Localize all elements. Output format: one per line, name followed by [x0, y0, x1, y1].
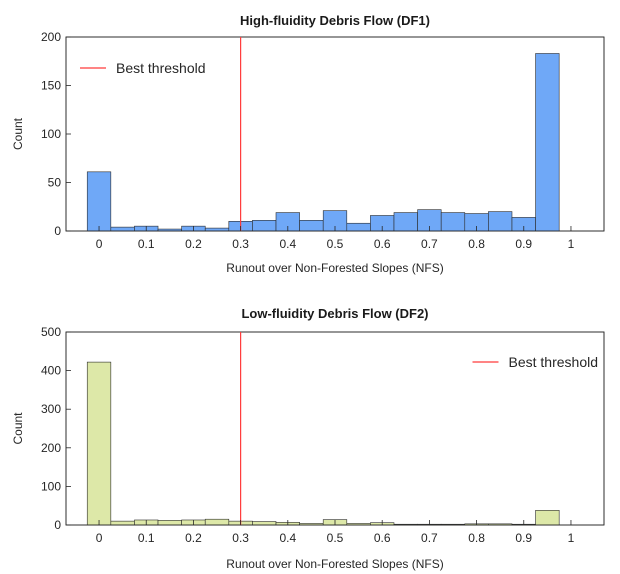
chart-panel-df1: 0 0.1 0.2 0.3 0.4 0.5 0.6 0.7 0.8 0.9 1 0 50 100 150 20… — [11, 13, 605, 275]
x-tick-label: 0.7 — [421, 531, 438, 545]
x-tick-label: 0 — [96, 237, 103, 251]
y-axis-label: Count — [11, 117, 25, 150]
x-tick-label: 0.1 — [138, 531, 155, 545]
histogram-bar — [535, 53, 560, 232]
histogram-bar — [86, 361, 112, 526]
chart-panel-df2: 0 0.1 0.2 0.3 0.4 0.5 0.6 0.7 0.8 0.9 1 0 100 200 300 4… — [11, 306, 605, 571]
y-tick-label: 300 — [41, 402, 61, 416]
histogram-bar — [86, 171, 112, 232]
y-tick-label: 100 — [41, 127, 61, 141]
x-tick-label: 0 — [96, 531, 103, 545]
y-tick-label: 50 — [48, 176, 62, 190]
x-tick-label: 0.7 — [421, 237, 438, 251]
x-tick-label: 0.3 — [232, 237, 249, 251]
histogram-bar — [204, 518, 230, 526]
x-axis-label: Runout over Non-Forested Slopes (NFS) — [226, 557, 443, 571]
y-tick-label: 0 — [54, 224, 61, 238]
x-tick-label: 0.6 — [374, 237, 391, 251]
histogram-bar — [488, 211, 513, 232]
histogram-bar — [204, 227, 230, 232]
x-tick-label: 0.8 — [468, 531, 485, 545]
x-tick-label: 0.4 — [279, 531, 296, 545]
histogram-bar — [252, 521, 277, 526]
histogram-bar — [157, 520, 182, 526]
x-tick-label: 0.9 — [515, 531, 532, 545]
y-tick-label: 100 — [41, 479, 61, 493]
y-axis-label: Count — [11, 412, 25, 445]
y-tick-label: 0 — [54, 518, 61, 532]
x-tick-label: 0.1 — [138, 237, 155, 251]
x-tick-label: 0.2 — [185, 237, 202, 251]
x-tick-label: 0.5 — [327, 531, 344, 545]
histogram-bar — [110, 520, 135, 526]
histogram-bar — [393, 212, 418, 232]
x-tick-label: 0.6 — [374, 531, 391, 545]
x-tick-label: 0.3 — [232, 531, 249, 545]
histogram-bar — [299, 220, 324, 232]
x-tick-label: 0.8 — [468, 237, 485, 251]
x-tick-label: 0.4 — [279, 237, 296, 251]
histogram-bar — [440, 212, 466, 232]
legend-label: Best threshold — [116, 60, 206, 76]
plot-area — [65, 36, 605, 232]
legend-label: Best threshold — [509, 354, 599, 370]
x-tick-label: 1 — [568, 531, 575, 545]
chart-title: High-fluidity Debris Flow (DF1) — [240, 13, 430, 28]
plot-area — [65, 331, 605, 526]
x-tick-label: 0.2 — [185, 531, 202, 545]
x-tick-label: 0.5 — [327, 237, 344, 251]
histogram-bar — [110, 226, 135, 232]
y-tick-label: 500 — [41, 325, 61, 339]
y-tick-label: 200 — [41, 30, 61, 44]
x-tick-label: 0.9 — [515, 237, 532, 251]
histogram-bar — [346, 222, 371, 232]
x-axis-label: Runout over Non-Forested Slopes (NFS) — [226, 261, 443, 275]
chart-title: Low-fluidity Debris Flow (DF2) — [241, 306, 428, 321]
y-tick-label: 200 — [41, 441, 61, 455]
y-tick-label: 400 — [41, 364, 61, 378]
y-tick-label: 150 — [41, 79, 61, 93]
histogram-bar — [535, 510, 560, 526]
x-tick-label: 1 — [568, 237, 575, 251]
histogram-bar — [252, 220, 277, 232]
